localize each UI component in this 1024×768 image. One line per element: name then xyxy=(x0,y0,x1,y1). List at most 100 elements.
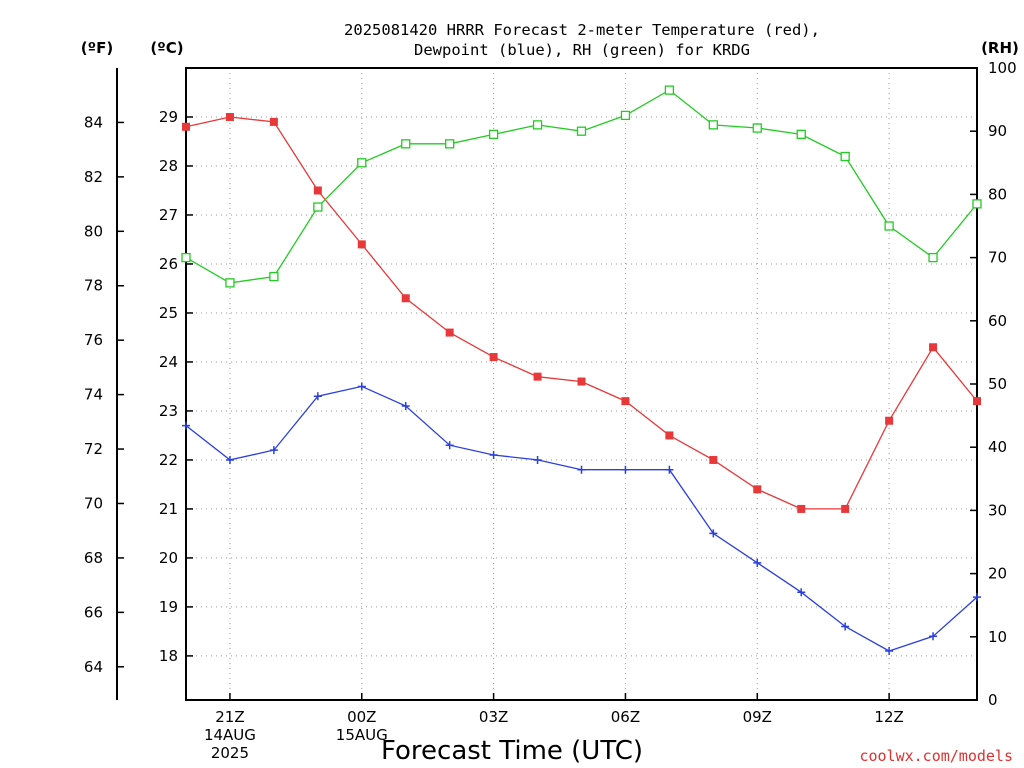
celsius-tick-label: 29 xyxy=(159,108,178,126)
rh-tick-label: 70 xyxy=(988,249,1007,267)
fahrenheit-tick-label: 80 xyxy=(84,222,103,240)
temperature-point xyxy=(269,117,278,126)
celsius-unit-label: (ºC) xyxy=(150,39,183,57)
dewpoint-point xyxy=(182,421,190,430)
fahrenheit-tick-label: 72 xyxy=(84,440,103,458)
dewpoint-point xyxy=(577,465,586,474)
dewpoint-point xyxy=(225,455,234,464)
time-tick-label: 03Z xyxy=(479,708,508,726)
dewpoint-point xyxy=(313,392,322,401)
dewpoint-point xyxy=(621,465,630,474)
rh-point xyxy=(884,221,894,231)
time-tick-label: 14AUG xyxy=(204,726,256,744)
rh-point xyxy=(928,252,938,263)
chart-title-line-1: 2025081420 HRRR Forecast 2-meter Tempera… xyxy=(344,21,820,39)
temperature-point xyxy=(401,294,410,303)
time-tick-label: 12Z xyxy=(874,708,903,726)
dewpoint-point xyxy=(709,529,718,538)
rh-point xyxy=(840,151,850,162)
dewpoint-point xyxy=(401,402,410,411)
rh-point xyxy=(401,139,411,149)
fahrenheit-tick-label: 68 xyxy=(84,549,103,567)
celsius-tick-label: 25 xyxy=(159,304,178,322)
temperature-point xyxy=(621,397,630,406)
dewpoint-point xyxy=(357,382,366,391)
fahrenheit-axis: 64 66 68 70 72 74 76 78 80 82 84 xyxy=(84,113,124,676)
rh-point xyxy=(269,271,279,282)
rh-tick-label: 60 xyxy=(988,312,1007,330)
rh-point xyxy=(752,123,762,133)
time-tick-label: 15AUG xyxy=(336,726,388,744)
temperature-point xyxy=(797,504,806,513)
rh-point xyxy=(972,199,982,209)
fahrenheit-tick-label: 70 xyxy=(84,494,103,512)
rh-series-line xyxy=(185,89,978,284)
celsius-tick-label: 23 xyxy=(159,402,178,420)
temperature-point xyxy=(885,416,894,425)
dewpoint-point xyxy=(489,451,498,460)
temperature-point xyxy=(445,328,454,337)
fahrenheit-tick-label: 76 xyxy=(84,331,103,349)
temperature-point xyxy=(753,485,762,494)
dewpoint-point xyxy=(533,455,542,464)
fahrenheit-tick-label: 74 xyxy=(84,386,103,404)
temperature-point xyxy=(489,353,498,362)
rh-point xyxy=(532,120,543,130)
temperature-point xyxy=(709,455,718,464)
rh-tick-label: 0 xyxy=(988,691,998,709)
dewpoint-series-line xyxy=(185,385,978,652)
rh-point xyxy=(664,85,675,95)
rh-point xyxy=(225,278,235,288)
rh-tick-label: 20 xyxy=(988,565,1007,583)
dewpoint-point xyxy=(797,588,806,597)
rh-point xyxy=(445,139,455,149)
temperature-point xyxy=(841,504,850,513)
time-tick-label: 00Z xyxy=(347,708,376,726)
temperature-point xyxy=(929,343,938,352)
rh-point xyxy=(708,120,718,130)
celsius-tick-label: 27 xyxy=(159,206,178,224)
dewpoint-point xyxy=(269,446,278,455)
time-tick-label: 09Z xyxy=(743,708,772,726)
temperature-point xyxy=(973,397,981,406)
rh-tick-label: 10 xyxy=(988,628,1007,646)
celsius-tick-label: 28 xyxy=(159,157,178,175)
celsius-tick-label: 21 xyxy=(159,500,178,518)
rh-axis: 0 10 20 30 40 50 60 70 80 90 100 xyxy=(970,59,1017,709)
rh-point xyxy=(576,126,587,136)
rh-tick-label: 90 xyxy=(988,122,1007,140)
dewpoint-point xyxy=(929,632,938,641)
rh-point xyxy=(620,110,631,121)
rh-point xyxy=(313,202,323,212)
rh-point xyxy=(357,158,367,168)
rh-unit-label: (RH) xyxy=(981,39,1019,57)
temperature-point xyxy=(313,186,322,195)
time-tick-label: 2025 xyxy=(211,744,249,762)
rh-point xyxy=(488,129,499,140)
x-axis-label: Forecast Time (UTC) xyxy=(381,736,643,766)
credit-text: coolwx.com/models xyxy=(859,747,1013,765)
fahrenheit-tick-label: 78 xyxy=(84,277,103,295)
dewpoint-point xyxy=(841,622,850,631)
celsius-tick-label: 20 xyxy=(159,549,178,567)
temperature-point xyxy=(225,112,234,121)
rh-point xyxy=(796,129,806,140)
celsius-tick-label: 26 xyxy=(159,255,178,273)
temperature-point xyxy=(182,122,190,131)
temperature-point xyxy=(357,240,366,249)
rh-tick-label: 30 xyxy=(988,501,1007,519)
celsius-tick-label: 19 xyxy=(159,598,178,616)
temperature-point xyxy=(577,377,586,386)
fahrenheit-tick-label: 82 xyxy=(84,168,103,186)
series-layer xyxy=(181,85,982,656)
fahrenheit-tick-label: 84 xyxy=(84,113,103,131)
dewpoint-point xyxy=(885,647,894,656)
time-tick-label: 06Z xyxy=(611,708,640,726)
celsius-tick-label: 22 xyxy=(159,451,178,469)
celsius-tick-label: 24 xyxy=(159,353,178,371)
fahrenheit-tick-label: 64 xyxy=(84,658,103,676)
celsius-axis: 18 19 20 21 22 23 24 25 26 27 28 29 xyxy=(159,108,193,665)
fahrenheit-unit-label: (ºF) xyxy=(81,39,113,57)
dewpoint-point xyxy=(973,593,981,602)
